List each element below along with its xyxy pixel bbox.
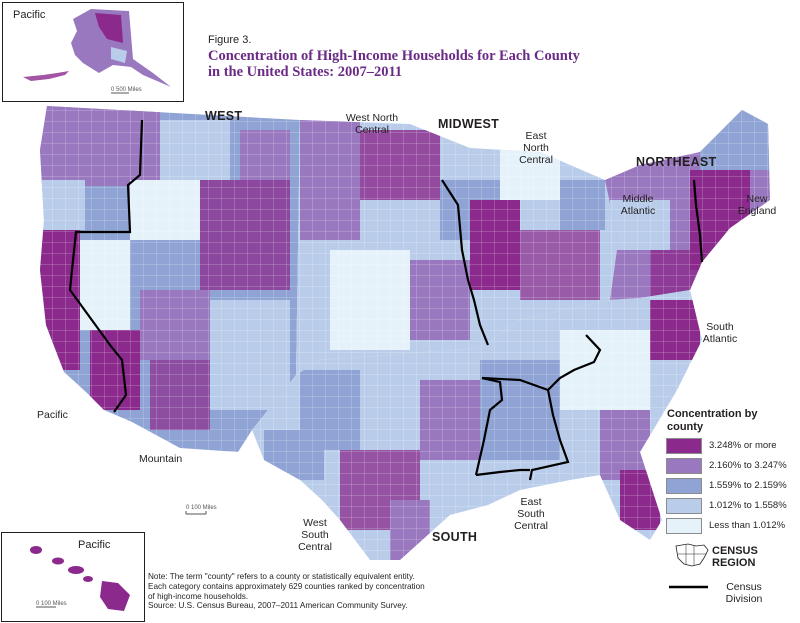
- census-division-boundaries: [68, 119, 704, 481]
- region-label-midwest: MIDWEST: [438, 117, 500, 131]
- division-label-mountain: Mountain: [139, 453, 183, 465]
- legend-label: 1.559% to 2.159%: [709, 480, 787, 491]
- map-title-line1: Concentration of High-Income Households …: [208, 48, 580, 64]
- region-label-northeast: NORTHEAST: [636, 155, 717, 169]
- alaska-scale-text: 0 500 Miles: [111, 87, 142, 93]
- alaska-map: [23, 9, 171, 94]
- census-region-icon: [675, 543, 709, 567]
- legend-swatch: [666, 498, 702, 514]
- note-line1: Note: The term "county" refers to a coun…: [148, 572, 415, 581]
- map-title-line2: in the United States: 2007–2011: [208, 64, 403, 80]
- division-label-east-north-central: East North Central: [519, 130, 553, 166]
- legend-title: Concentration by county: [667, 408, 758, 433]
- legend-label: Less than 1.012%: [709, 520, 786, 531]
- map-title: Concentration of High-Income Households …: [208, 48, 628, 80]
- main-scale-bar: [185, 511, 207, 515]
- hawaii-inset: Pacific 0 100 Miles: [1, 532, 145, 622]
- census-division-label: Census Division: [725, 581, 763, 605]
- legend-label: 2.160% to 3.247%: [709, 460, 787, 471]
- division-label-south-atlantic: South Atlantic: [702, 321, 738, 345]
- main-scale-text: 0 100 Miles: [186, 505, 217, 511]
- legend-swatch: [666, 458, 702, 474]
- note-line2: Each category contains approximately 629…: [148, 581, 425, 591]
- division-label-west-south-central: West South Central: [298, 517, 332, 553]
- figure-label: Figure 3.: [208, 34, 252, 46]
- division-label-east-south-central: East South Central: [514, 496, 548, 532]
- legend-swatch: [666, 478, 702, 494]
- note-line3: of high-income households.: [148, 591, 249, 601]
- alaska-inset: Pacific 0 500 Miles: [2, 2, 184, 102]
- division-label-new-england: New England: [737, 193, 777, 217]
- census-region-label: CENSUS REGION: [712, 545, 758, 569]
- division-label-middle-atlantic: Middle Atlantic: [620, 193, 656, 217]
- division-label-pacific: Pacific: [37, 409, 68, 421]
- region-label-west: WEST: [205, 109, 243, 123]
- hawaii-scale-text: 0 100 Miles: [36, 601, 67, 607]
- legend-swatch: [666, 438, 702, 454]
- alaska-inset-label: Pacific: [13, 9, 46, 21]
- source-line: Source: U.S. Census Bureau, 2007–2011 Am…: [148, 601, 408, 611]
- hawaii-inset-label: Pacific: [78, 539, 111, 551]
- region-label-south: SOUTH: [432, 530, 478, 544]
- legend-label: 1.012% to 1.558%: [709, 500, 787, 511]
- note-block: Note: The term "county" refers to a coun…: [148, 572, 478, 611]
- legend-label: 3.248% or more: [709, 440, 777, 451]
- hawaii-map: [30, 546, 130, 611]
- legend-swatch: [666, 518, 702, 534]
- division-label-west-north-central: West North Central: [345, 112, 399, 136]
